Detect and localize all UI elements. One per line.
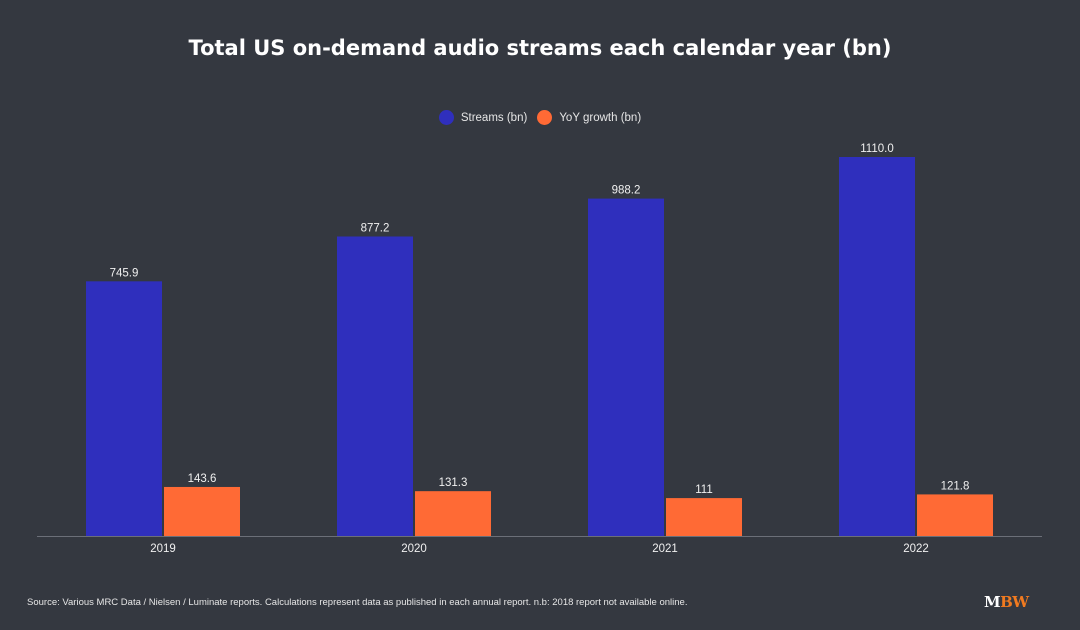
data-label-yoy-2020: 131.3 [439,477,468,489]
data-label-streams-2020: 877.2 [361,222,390,234]
legend-swatch-streams [438,110,454,125]
x-tick-label-2019: 2019 [150,543,176,555]
legend: Streams (bn) YoY growth (bn) [0,110,1080,125]
data-label-yoy-2021: 111 [695,484,712,496]
data-label-yoy-2022: 121.8 [941,480,970,492]
legend-item-yoy[interactable]: YoY growth (bn) [537,110,641,125]
legend-item-streams[interactable]: Streams (bn) [438,110,528,125]
bar-streams-2020 [337,236,413,537]
x-tick-label-2021: 2021 [652,543,678,555]
legend-swatch-yoy [537,110,553,125]
logo-bw: BW [1000,593,1029,611]
bar-yoy-2019 [164,486,240,536]
bar-yoy-2020 [415,491,491,536]
legend-label-streams: Streams (bn) [460,111,528,124]
bar-streams-2019 [86,281,162,536]
bar-yoy-2021 [666,498,742,536]
legend-label-yoy: YoY growth (bn) [559,111,642,124]
bar-streams-2021 [588,198,664,536]
bar-yoy-2022 [917,494,993,536]
x-tick-label-2020: 2020 [401,543,427,555]
mbw-logo: MBW [984,593,1029,611]
data-label-streams-2022: 1110.0 [860,143,893,155]
data-label-streams-2021: 988.2 [612,185,641,197]
source-note: Source: Various MRC Data / Nielsen / Lum… [27,597,688,608]
data-label-streams-2019: 745.9 [110,267,139,279]
chart-title: Total US on-demand audio streams each ca… [188,36,892,60]
data-label-yoy-2019: 143.6 [188,473,217,485]
x-tick-label-2022: 2022 [903,543,929,555]
logo-m: M [984,593,1001,611]
bar-streams-2022 [839,157,915,536]
